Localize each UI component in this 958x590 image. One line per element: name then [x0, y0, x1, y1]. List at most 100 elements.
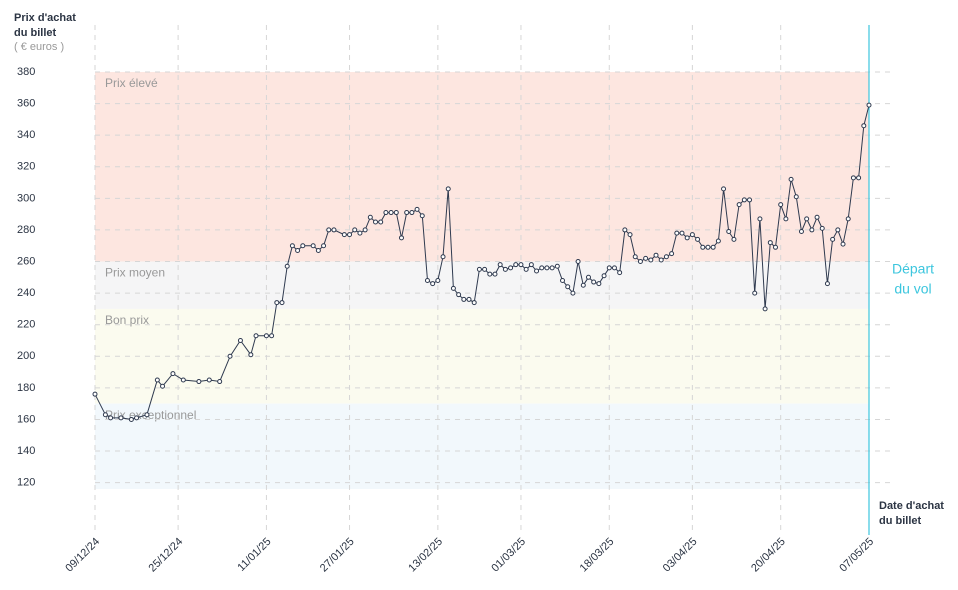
price-point [518, 262, 524, 268]
price-point [326, 227, 332, 233]
price-point [440, 254, 446, 260]
price-point [118, 415, 124, 421]
price-point [554, 263, 560, 269]
price-point [331, 227, 337, 233]
price-point [715, 238, 721, 244]
price-point [128, 416, 134, 422]
price-point [456, 292, 462, 298]
y-tick-label: 260 [17, 255, 35, 267]
price-point [253, 333, 259, 339]
price-point [617, 270, 623, 276]
price-point [824, 281, 830, 287]
band-label: Prix moyen [105, 266, 165, 280]
price-point [622, 227, 628, 233]
price-point [788, 176, 794, 182]
price-point [284, 263, 290, 269]
price-point [840, 241, 846, 247]
price-point [866, 102, 872, 108]
price-point [721, 186, 727, 192]
price-point [476, 266, 482, 272]
price-point [601, 273, 607, 279]
price-point [373, 219, 379, 225]
price-point [357, 230, 363, 236]
y-tick-label: 380 [17, 66, 35, 78]
price-point [170, 371, 176, 377]
price-point [154, 377, 160, 383]
band-label: Bon prix [105, 313, 149, 327]
price-point [736, 202, 742, 208]
price-point [850, 175, 856, 181]
price-point [523, 266, 529, 272]
y-tick-label: 360 [17, 97, 35, 109]
x-tick-label: 01/03/25 [489, 536, 528, 575]
x-title: Date d'achat [879, 500, 944, 512]
price-point [835, 227, 841, 233]
price-point [856, 175, 862, 181]
price-point [565, 284, 571, 290]
price-point [461, 296, 467, 302]
price-point [710, 244, 716, 250]
price-point [783, 216, 789, 222]
price-point [809, 227, 815, 233]
price-point [487, 271, 493, 277]
price-point [757, 216, 763, 222]
price-point [310, 243, 316, 249]
y-tick-label: 200 [17, 350, 35, 362]
price-point [762, 306, 768, 312]
price-point [196, 379, 202, 385]
price-point [502, 266, 508, 272]
price-point [383, 210, 389, 216]
price-point [289, 243, 295, 249]
price-point [830, 236, 836, 242]
price-point [679, 230, 685, 236]
x-tick-label: 18/03/25 [578, 536, 617, 575]
price-point [508, 265, 514, 271]
price-point [248, 352, 254, 358]
y-tick-label: 120 [17, 477, 35, 489]
price-point [206, 377, 212, 383]
price-point [445, 186, 451, 192]
y-tick-label: 340 [17, 129, 35, 141]
y-tick-label: 300 [17, 192, 35, 204]
price-point [674, 230, 680, 236]
price-point [398, 235, 404, 241]
price-point [752, 290, 758, 296]
price-point [700, 244, 706, 250]
price-point [637, 259, 643, 265]
price-point [347, 232, 353, 238]
price-band [95, 72, 869, 262]
price-point [580, 282, 586, 288]
price-point [227, 353, 233, 359]
price-point [393, 210, 399, 216]
price-point [705, 244, 711, 250]
price-point [596, 281, 602, 287]
price-point [237, 337, 243, 343]
price-point [861, 123, 867, 129]
price-point [300, 243, 306, 249]
price-point [814, 214, 820, 220]
x-tick-label: 09/12/24 [63, 536, 102, 575]
price-point [492, 271, 498, 277]
price-point [726, 229, 732, 235]
price-point [819, 225, 825, 231]
price-point [767, 240, 773, 246]
departure-label: du vol [894, 281, 931, 297]
price-point [534, 268, 540, 274]
price-point [404, 210, 410, 216]
price-point [263, 333, 269, 339]
price-point [341, 232, 347, 238]
x-tick-label: 27/01/25 [318, 536, 357, 575]
y-title: Prix d'achat [14, 12, 76, 24]
price-point [321, 243, 327, 249]
price-point [560, 277, 566, 283]
price-point [689, 232, 695, 238]
price-point [528, 262, 534, 268]
price-point [409, 210, 415, 216]
x-tick-label: 11/01/25 [235, 536, 273, 574]
y-tick-label: 180 [17, 382, 35, 394]
x-tick-label: 03/04/25 [661, 536, 700, 575]
y-tick-label: 280 [17, 224, 35, 236]
price-point [269, 333, 275, 339]
y-tick-label: 240 [17, 287, 35, 299]
